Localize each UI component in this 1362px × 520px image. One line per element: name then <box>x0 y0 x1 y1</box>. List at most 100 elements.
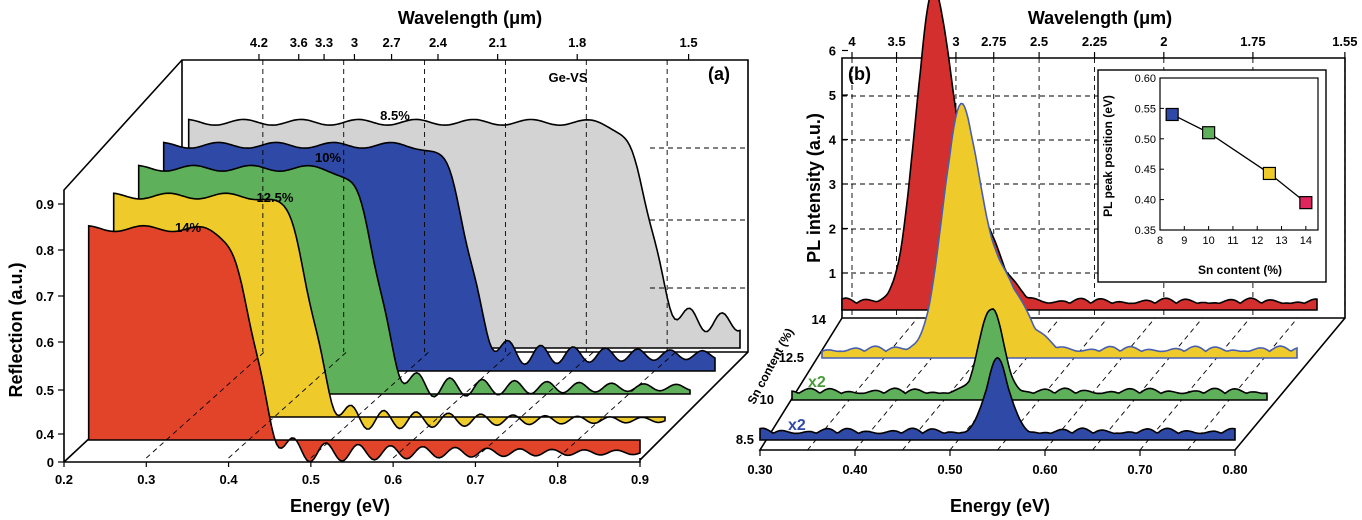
inset-x-tick-label: 10 <box>1202 235 1214 247</box>
x-tick-label: 0.7 <box>466 472 484 487</box>
x-tick-label: 0.40 <box>842 462 867 477</box>
inset-x-tick-label: 13 <box>1275 235 1287 247</box>
x-tick-label: 0.3 <box>137 472 155 487</box>
top-tick-label: 1.55 <box>1332 34 1357 49</box>
panel-a-gridlines <box>145 60 748 459</box>
inset-plot-frame <box>1159 77 1319 231</box>
y-tick-label: 0 <box>47 455 54 470</box>
top-tick-label: 2 <box>1160 34 1167 49</box>
panel-b-top-axis-label: Wavelength (μm) <box>1028 8 1172 28</box>
top-tick-label: 3.6 <box>290 35 308 50</box>
gridline <box>902 317 1013 451</box>
inset-y-axis-label: PL peak position (eV) <box>1101 95 1115 217</box>
inset-point <box>1202 126 1216 140</box>
inset-point <box>1299 196 1313 210</box>
inset-trend-line <box>1171 113 1307 204</box>
series-label-10pct: 10% <box>315 150 341 165</box>
panel-b-y-ticks: 1 2 3 4 5 6 <box>829 44 848 281</box>
pl-spectrum-8-5 <box>759 356 1236 441</box>
inset-x-tick-label: 12 <box>1251 235 1263 247</box>
x-tick-label: 0.6 <box>384 472 402 487</box>
panel-a-y-ticks: 0 0.4 0.5 0.6 0.7 0.8 0.9 <box>36 197 64 470</box>
panel-b-x-ticks: 0.30 0.40 0.50 0.60 0.70 0.80 <box>747 450 1248 477</box>
inset-y-tick-label: 0.35 <box>1135 225 1156 237</box>
series-label-8-5pct: 8.5% <box>380 108 410 123</box>
top-tick-label: 2.5 <box>1030 34 1048 49</box>
top-tick-label: 2.4 <box>429 35 448 50</box>
x-tick-label: 0.2 <box>55 472 73 487</box>
gridline <box>1187 317 1298 451</box>
depth-tick-label: 12.5 <box>779 350 804 365</box>
y-tick-label: 4 <box>829 133 837 148</box>
multiplier-10: x2 <box>808 374 826 391</box>
panel-b-x-axis-label: Energy (eV) <box>950 496 1050 516</box>
panel-a: 0.2 0.3 0.4 0.5 0.6 0.7 0.8 0.9 0 0.4 0.5 0.6 0.7 0.… <box>6 8 749 516</box>
x-tick-label: 0.30 <box>747 462 772 477</box>
x-tick-label: 0.70 <box>1127 462 1152 477</box>
x-tick-label: 0.50 <box>937 462 962 477</box>
pl-spectrum-12-5 <box>821 102 1298 359</box>
y-tick-label: 6 <box>829 44 836 59</box>
top-tick-label: 3.3 <box>315 35 333 50</box>
y-tick-label: 0.5 <box>36 383 54 398</box>
inset-point <box>1262 166 1276 181</box>
x-tick-label: 0.8 <box>549 472 567 487</box>
inset-point <box>1165 107 1179 122</box>
depth-tick-label: 14 <box>812 312 827 327</box>
x-tick-label: 0.5 <box>302 472 320 487</box>
y-tick-label: 0.6 <box>36 335 54 350</box>
panel-b-layers <box>759 0 1318 441</box>
panel-a-y-axis-label: Reflection (a.u.) <box>6 262 26 397</box>
y-tick-label: 0.8 <box>36 243 54 258</box>
x-tick-label: 0.60 <box>1032 462 1057 477</box>
inset-x-tick-label: 14 <box>1300 235 1312 247</box>
series-label-14pct: 14% <box>175 220 201 235</box>
top-tick-label: 4 <box>848 34 856 49</box>
inset-points <box>1165 107 1313 210</box>
top-tick-label: 3.5 <box>888 34 906 49</box>
depth-tick-label: 8.5 <box>736 432 754 447</box>
y-tick-label: 0.7 <box>36 289 54 304</box>
inset-y-tick-label: 0.40 <box>1135 195 1156 207</box>
top-tick-label: 3 <box>952 34 959 49</box>
top-tick-label: 1.8 <box>568 35 586 50</box>
top-tick-label: 2.7 <box>383 35 401 50</box>
y-tick-label: 0.4 <box>36 427 55 442</box>
panel-a-label: (a) <box>708 64 730 84</box>
top-tick-label: 1.5 <box>680 35 698 50</box>
panel-a-layers <box>87 118 741 463</box>
inset-x-tick-label: 9 <box>1181 235 1187 247</box>
gridline <box>1139 317 1251 451</box>
y-tick-label: 2 <box>829 222 836 237</box>
y-tick-label: 3 <box>829 177 836 192</box>
inset-ticks: 8 9 10 11 12 13 14 0.35 0.40 0.45 0.50 0.55 0.60 <box>1135 73 1312 247</box>
reflection-curve-14pct <box>87 224 641 463</box>
panel-b-y-axis-label: PL intensity (a.u.) <box>804 113 824 263</box>
panel-a-series-labels: 14% 12.5% 10% 8.5% Ge-VS <box>175 70 588 235</box>
panel-a-top-ticks: 4.2 3.6 3.3 3 2.7 2.4 2.1 1.8 1.5 <box>250 35 698 60</box>
top-tick-label: 3 <box>351 35 358 50</box>
panel-b-top-ticks: 4 3.5 3 2.75 2.5 2.25 2 1.75 1.55 <box>848 34 1358 58</box>
series-label-Ge-VS: Ge-VS <box>548 70 587 85</box>
panel-a-x-ticks: 0.2 0.3 0.4 0.5 0.6 0.7 0.8 0.9 <box>55 462 649 487</box>
panel-b-label: (b) <box>848 64 871 84</box>
y-tick-label: 5 <box>829 88 836 103</box>
y-tick-label: 1 <box>829 266 836 281</box>
panel-a-top-axis-label: Wavelength (μm) <box>398 8 542 28</box>
panel-a-x-axis-label: Energy (eV) <box>290 496 390 516</box>
multiplier-8-5: x2 <box>788 417 806 434</box>
x-tick-label: 0.9 <box>631 472 649 487</box>
inset-y-tick-label: 0.60 <box>1135 73 1156 85</box>
inset-box <box>1097 69 1327 283</box>
top-tick-label: 2.25 <box>1082 34 1107 49</box>
top-tick-label: 2.1 <box>489 35 507 50</box>
gridline <box>1044 317 1156 451</box>
panel-b-depth-ticks: 8.5 10 12.5 14 <box>736 312 827 447</box>
inset-x-axis-label: Sn content (%) <box>1198 263 1282 277</box>
inset-y-tick-label: 0.55 <box>1135 103 1156 115</box>
gridline <box>1092 317 1203 451</box>
inset: 8 9 10 11 12 13 14 0.35 0.40 0.45 0.50 0.55 0.60 Sn … <box>1097 69 1327 283</box>
y-tick-label: 0.9 <box>36 197 54 212</box>
